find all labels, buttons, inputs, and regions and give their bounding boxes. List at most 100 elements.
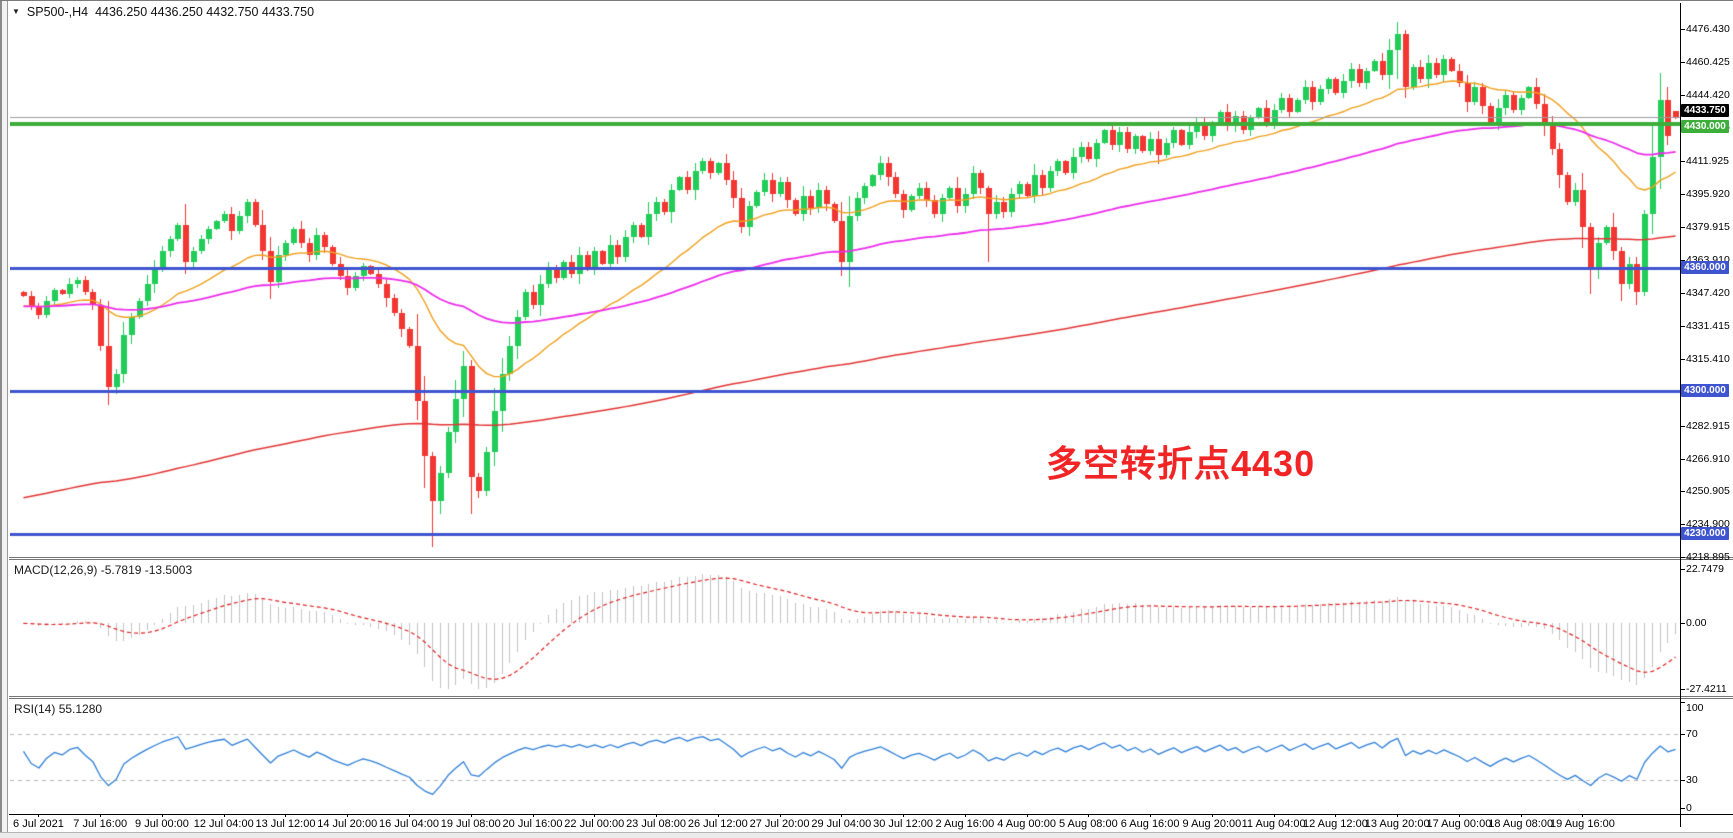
- symbol-timeframe-label: SP500-,H4: [26, 5, 89, 19]
- price-badge-current: 4433.750: [1681, 104, 1729, 117]
- rsi-tick-label: 0: [1686, 802, 1692, 814]
- trend-annotation-text: 多空转折点4430: [1046, 443, 1316, 484]
- price-tick-mark: [1681, 426, 1685, 427]
- price-tick-mark: [1681, 293, 1685, 294]
- time-tick-mark: [1027, 814, 1028, 817]
- time-tick-mark: [1397, 814, 1398, 817]
- price-tick-mark: [1681, 161, 1685, 162]
- time-tick-mark: [780, 814, 781, 817]
- macd-label: MACD(12,26,9) -5.7819 -13.5003: [14, 563, 192, 577]
- time-axis-label: 13 Aug 20:00: [1364, 818, 1430, 830]
- price-tick-mark: [1681, 95, 1685, 96]
- time-axis-label: 17 Aug 00:00: [1426, 818, 1492, 830]
- main-price-chart-canvas[interactable]: [10, 3, 1680, 557]
- time-tick-mark: [224, 814, 225, 817]
- price-tick-label: 4282.915: [1686, 419, 1730, 432]
- time-tick-mark: [347, 814, 348, 817]
- rsi-tick-label: 70: [1686, 728, 1698, 740]
- time-tick-mark: [718, 814, 719, 817]
- macd-indicator-canvas[interactable]: [10, 561, 1680, 696]
- macd-values: -5.7819 -13.5003: [100, 563, 193, 577]
- rsi-value: 55.1280: [58, 702, 103, 716]
- chevron-down-icon[interactable]: ▼: [12, 7, 20, 16]
- macd-tick-label: 22.7479: [1686, 562, 1724, 575]
- time-axis-label: 18 Aug 08:00: [1488, 818, 1554, 830]
- time-tick-mark: [841, 814, 842, 817]
- time-axis-label: 29 Jul 04:00: [811, 818, 872, 830]
- price-badge-level-blue: 4300.000: [1681, 384, 1729, 397]
- time-tick-mark: [162, 814, 163, 817]
- price-badge-level-blue: 4360.000: [1681, 261, 1729, 274]
- time-tick-mark: [965, 814, 966, 817]
- time-tick-mark: [471, 814, 472, 817]
- price-tick-mark: [1681, 359, 1685, 360]
- macd-tick-mark: [1681, 569, 1685, 570]
- time-tick-mark: [594, 814, 595, 817]
- chart-title: ▼ SP500-,H4 4436.250 4436.250 4432.750 4…: [12, 5, 314, 19]
- price-tick-mark: [1681, 459, 1685, 460]
- rsi-tick-label: 100: [1686, 702, 1704, 714]
- time-tick-mark: [100, 814, 101, 817]
- rsi-indicator-canvas[interactable]: [10, 700, 1680, 814]
- time-axis-label: 12 Jul 04:00: [193, 818, 254, 830]
- price-tick-label: 4411.925: [1686, 155, 1730, 168]
- macd-tick-mark: [1681, 623, 1685, 624]
- time-axis-label: 20 Jul 16:00: [502, 818, 563, 830]
- time-tick-mark: [533, 814, 534, 817]
- price-tick-label: 4379.915: [1686, 220, 1730, 233]
- time-tick-mark: [1459, 814, 1460, 817]
- time-axis-label: 12 Aug 12:00: [1302, 818, 1368, 830]
- price-tick-mark: [1681, 557, 1685, 558]
- price-tick-mark: [1681, 260, 1685, 261]
- time-axis-label: 22 Jul 00:00: [564, 818, 625, 830]
- price-scale-axis-line: [1680, 3, 1681, 827]
- price-badge-level-blue: 4230.000: [1681, 527, 1729, 540]
- time-tick-mark: [285, 814, 286, 817]
- ohlc-readout: 4436.250 4436.250 4432.750 4433.750: [95, 5, 315, 19]
- price-tick-mark: [1681, 491, 1685, 492]
- macd-name: MACD(12,26,9): [14, 563, 98, 577]
- time-tick-mark: [409, 814, 410, 817]
- panel-splitter[interactable]: [9, 557, 1733, 560]
- price-tick-label: 4266.910: [1686, 452, 1730, 465]
- price-badge-level-green: 4430.000: [1681, 120, 1729, 133]
- time-axis-label: 4 Aug 00:00: [997, 818, 1056, 830]
- time-axis-label: 19 Jul 08:00: [440, 818, 501, 830]
- price-tick-mark: [1681, 29, 1685, 30]
- time-axis-label: 14 Jul 20:00: [317, 818, 378, 830]
- macd-tick-mark: [1681, 689, 1685, 690]
- rsi-tick-mark: [1681, 808, 1685, 809]
- time-tick-mark: [38, 814, 39, 817]
- time-axis[interactable]: 6 Jul 2021 7 Jul 16:00 9 Jul 00:00 12 Jul 0…: [9, 814, 1733, 832]
- time-tick-mark: [1212, 814, 1213, 817]
- time-axis-label: 6 Jul 2021: [13, 818, 64, 830]
- time-axis-label: 26 Jul 12:00: [687, 818, 748, 830]
- price-tick-mark: [1681, 194, 1685, 195]
- window-left-gutter: [0, 1, 8, 838]
- time-axis-label: 13 Jul 12:00: [255, 818, 316, 830]
- panel-splitter[interactable]: [9, 696, 1733, 699]
- price-tick-label: 4331.415: [1686, 320, 1730, 333]
- price-tick-mark: [1681, 62, 1685, 63]
- price-tick-label: 4460.425: [1686, 55, 1730, 68]
- price-tick-mark: [1681, 326, 1685, 327]
- rsi-name: RSI(14): [14, 702, 56, 716]
- time-axis-label: 7 Jul 16:00: [73, 818, 128, 830]
- time-axis-label: 6 Aug 16:00: [1120, 818, 1180, 830]
- time-axis-label: 16 Jul 04:00: [379, 818, 439, 830]
- price-tick-label: 4315.410: [1686, 353, 1730, 366]
- price-tick-label: 4347.420: [1686, 287, 1730, 300]
- time-tick-mark: [1335, 814, 1336, 817]
- macd-tick-label: 0.00: [1686, 617, 1707, 630]
- time-axis-label: 19 Aug 16:00: [1550, 818, 1615, 830]
- price-tick-label: 4444.420: [1686, 88, 1730, 101]
- time-tick-mark: [656, 814, 657, 817]
- time-axis-label: 27 Jul 20:00: [749, 818, 810, 830]
- time-axis-label: 11 Aug 04:00: [1241, 818, 1306, 830]
- rsi-tick-mark: [1681, 780, 1685, 781]
- time-tick-mark: [1150, 814, 1151, 817]
- price-tick-label: 4250.905: [1686, 485, 1730, 498]
- price-tick-mark: [1681, 227, 1685, 228]
- macd-tick-label: -27.4211: [1686, 683, 1727, 696]
